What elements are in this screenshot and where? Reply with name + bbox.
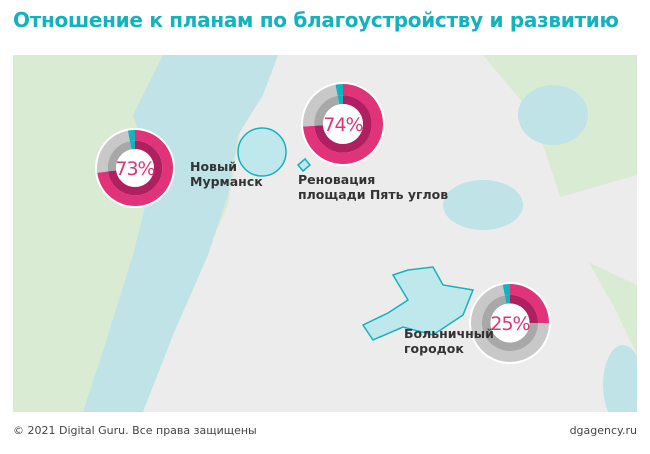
- segment-neutral-inner: [314, 95, 340, 126]
- segment-neutral-inner: [481, 295, 539, 352]
- site-link[interactable]: dgagency.ru: [569, 424, 637, 437]
- city-map: 73% 74% 25%: [13, 55, 637, 412]
- segment-other-outer: [127, 130, 135, 142]
- segment-other-outer: [335, 84, 343, 96]
- segment-approve-outer: [510, 284, 549, 323]
- copyright: © 2021 Digital Guru. Все права защищены: [13, 424, 257, 437]
- label-bolnichny: Больничный городок: [404, 326, 494, 356]
- label-novy-murmansk: Новый Мурманск: [190, 159, 263, 189]
- segment-other-inner: [504, 294, 510, 304]
- area-novy-murmansk: [237, 127, 287, 177]
- label-pyat-uglov: Реновация площади Пять углов: [298, 172, 449, 202]
- segment-neutral-outer: [97, 130, 130, 173]
- area-pyat-uglov: [296, 157, 312, 173]
- percent-label: 74%: [323, 114, 362, 136]
- segment-neutral-inner: [107, 141, 132, 172]
- donut-chart: 74%: [301, 82, 385, 166]
- donut-chart: 73%: [95, 128, 175, 208]
- segment-approve-inner: [510, 294, 539, 323]
- percent-label: 25%: [490, 313, 529, 335]
- segment-approve-inner: [107, 140, 163, 196]
- page-title: Отношение к планам по благоустройству и …: [13, 8, 619, 32]
- segment-other-outer: [502, 284, 510, 296]
- area-bolnichny-gorodok: [361, 266, 475, 341]
- segment-other-inner: [129, 140, 135, 150]
- donut-chart: 25%: [469, 282, 551, 364]
- segment-approve-inner: [314, 95, 372, 153]
- segment-neutral-outer: [303, 84, 338, 127]
- percent-label: 73%: [115, 158, 154, 180]
- segment-other-inner: [337, 95, 343, 105]
